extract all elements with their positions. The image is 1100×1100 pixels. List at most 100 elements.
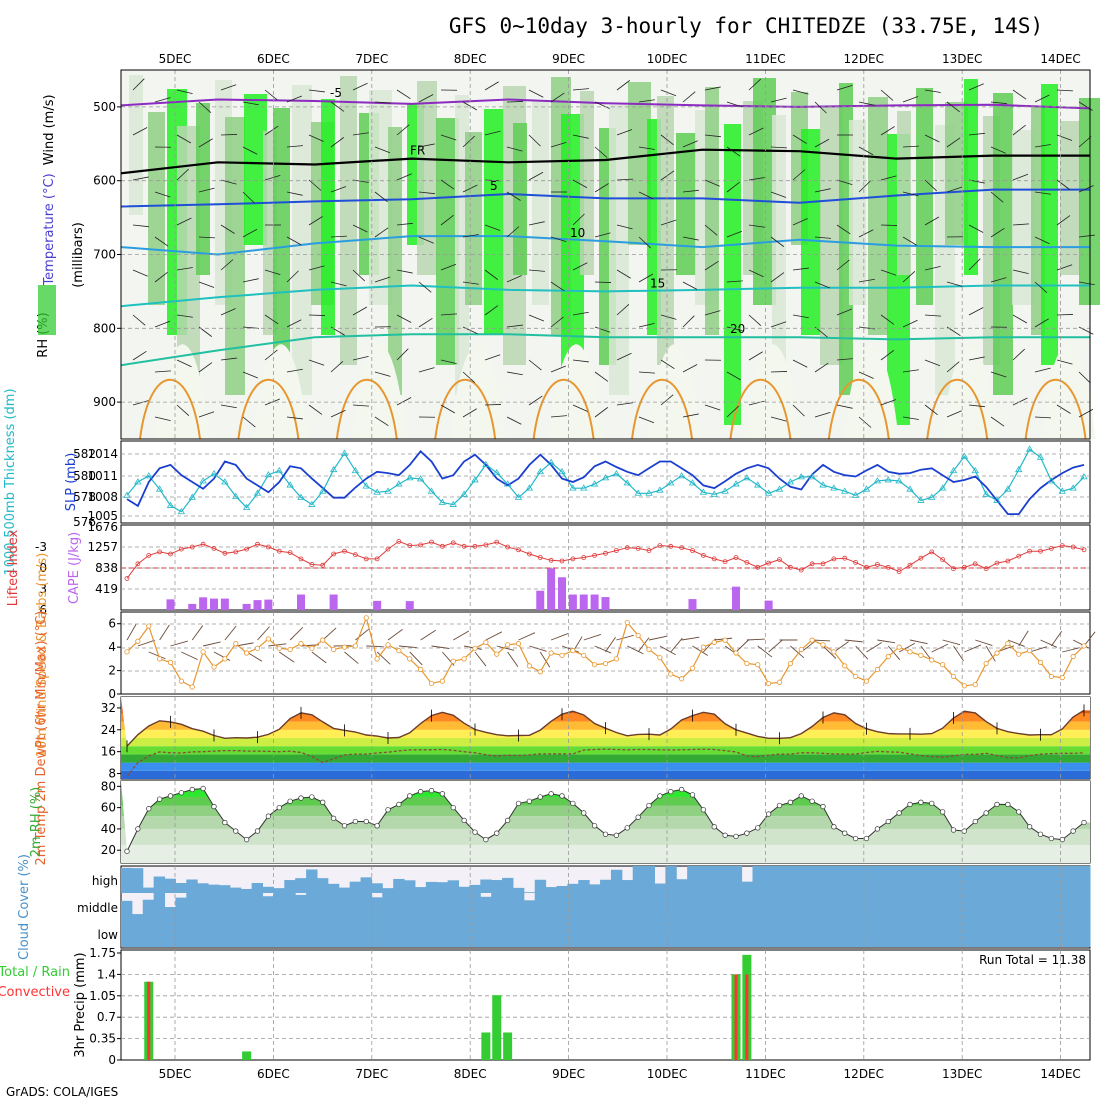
cloud-cell	[393, 893, 405, 920]
cloud-cell	[915, 920, 928, 947]
wind-barb	[748, 78, 761, 91]
thickness-point	[656, 486, 664, 493]
wind-barb	[902, 145, 919, 148]
cloud-cell	[295, 920, 307, 947]
li-point	[787, 564, 793, 570]
cloud-cell	[839, 893, 851, 920]
cloud-cell	[817, 893, 830, 920]
li-point	[831, 556, 837, 562]
wind-barb	[924, 266, 941, 271]
cloud-cell	[589, 920, 601, 947]
wind-barb	[572, 359, 589, 363]
cloud-cell	[883, 920, 895, 947]
wind-barb	[814, 138, 830, 148]
wind-barb	[638, 371, 655, 374]
thickness-point	[286, 481, 294, 488]
wind-point	[700, 644, 706, 650]
precip-bars	[144, 954, 752, 1060]
wind-barb	[748, 224, 765, 228]
surface-barb	[1018, 630, 1029, 647]
cloud-cell	[654, 920, 666, 947]
wind-barb	[154, 370, 171, 373]
cloud-cell	[1002, 866, 1015, 893]
pressure-ticks: 500 600 700 800 900	[93, 100, 121, 409]
wind-barb	[176, 404, 190, 417]
wind-barb	[726, 230, 743, 238]
wind-point	[526, 663, 532, 669]
cloud-cells	[121, 866, 1091, 947]
cloud-cell	[175, 920, 187, 947]
wind-barb	[682, 91, 696, 103]
wind-barb	[506, 146, 523, 152]
wind-barb	[484, 224, 501, 231]
li-point	[298, 556, 304, 562]
li-point	[559, 558, 565, 564]
wind-barb	[440, 404, 456, 414]
cloud-cell	[654, 893, 666, 920]
rh-patch	[148, 112, 165, 305]
convective-precip-bar	[734, 974, 738, 1060]
wind-point	[961, 683, 967, 689]
wind-barb	[264, 314, 279, 325]
wind-barb	[572, 404, 588, 412]
thickness-point	[145, 472, 153, 479]
wind-barb	[638, 146, 655, 150]
surface-barb	[170, 640, 188, 647]
wind-barb	[770, 272, 785, 283]
cloud-cell	[1068, 920, 1080, 947]
thickness-point	[1025, 445, 1034, 452]
surface-barb	[268, 643, 287, 647]
li-point	[526, 551, 532, 557]
li-point	[146, 553, 152, 558]
cloud-cell	[491, 920, 503, 947]
li-point	[842, 555, 848, 561]
wind-point	[1016, 651, 1022, 657]
wind-barb	[154, 320, 171, 328]
precip-frame	[120, 949, 1091, 1061]
wind-barb	[814, 188, 831, 193]
cloud-cell	[981, 893, 993, 920]
isotherm-label: 10	[570, 226, 585, 240]
thickness-point	[667, 479, 675, 486]
li-point	[1048, 546, 1054, 551]
cloud-cell	[327, 893, 340, 920]
thickness-point	[155, 485, 164, 492]
cloud-cell	[676, 879, 688, 893]
rh-point	[929, 800, 935, 807]
thickness-point	[503, 480, 512, 487]
rh-point	[798, 793, 804, 799]
wind-point	[733, 650, 739, 656]
rh-point	[407, 793, 413, 799]
li-point	[853, 560, 859, 565]
wind-barb	[176, 168, 189, 181]
wind-barb	[220, 134, 238, 136]
rh-patch	[369, 90, 392, 305]
cloud-cell	[142, 887, 155, 893]
wind-barb	[660, 134, 674, 146]
cloud-cell	[502, 920, 514, 947]
wind-barb	[968, 224, 984, 233]
cloud-cell	[502, 893, 514, 920]
cape-bar	[688, 599, 697, 610]
cloud-cell	[208, 893, 220, 920]
warm-isotherm	[1024, 379, 1087, 440]
precip-legend-convective: Convective	[0, 985, 70, 1000]
wind-barb	[550, 316, 564, 328]
wind-barb	[572, 179, 588, 189]
wind-point	[407, 656, 413, 662]
cloud-cell	[992, 920, 1004, 947]
y-tick-label: 1.75	[89, 946, 116, 960]
wind-barb	[1078, 136, 1092, 148]
wind-barb	[924, 216, 940, 226]
lifted-index-label: Lifted Index	[6, 529, 21, 606]
li-point	[798, 567, 804, 573]
rh-patch	[580, 91, 594, 275]
surface-barb	[1029, 646, 1047, 653]
wind-barb	[946, 101, 960, 113]
wind-barb	[572, 262, 588, 271]
wind-barb	[836, 308, 852, 316]
thickness-point	[862, 485, 871, 492]
rh-point	[1016, 809, 1022, 815]
cloud-cell	[687, 920, 699, 947]
wind-barb	[814, 101, 827, 114]
